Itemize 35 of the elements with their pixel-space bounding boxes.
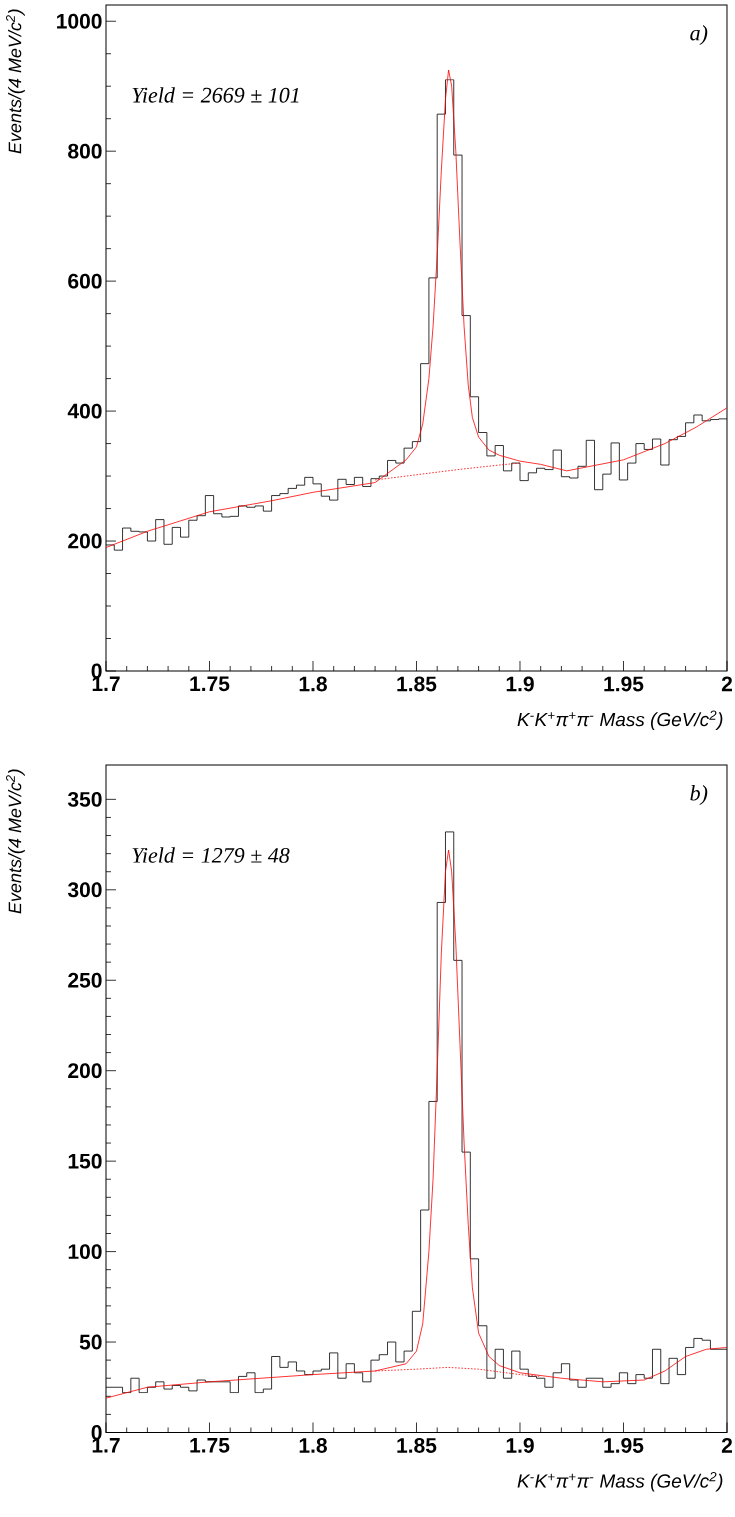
y-tick-label: 350: [67, 791, 102, 807]
x-tick-label: 1.9: [506, 676, 534, 692]
y-axis-title: Events/(4 MeV/c$^{2}$): [6, 9, 25, 154]
y-tick-label: 200: [68, 1063, 102, 1079]
text: K$^{-}$K$^{+}$π$^{+}$π$^{-}$ Mass (GeV/c$^{2}$): [517, 710, 723, 731]
y-tick-label: 250: [68, 972, 102, 988]
y-tick-label: 100: [68, 1244, 102, 1260]
x-tick-label: 1.75: [190, 676, 230, 692]
x-tick-label: 1.7: [92, 676, 120, 691]
x-tick-label: 1.8: [299, 1438, 327, 1453]
y-tick-label: 150: [68, 1153, 102, 1169]
y-tick-label: 50: [79, 1334, 102, 1350]
x-tick-label: 1.95: [604, 1438, 644, 1453]
annotation: Yield = 2669 ± 101: [132, 87, 299, 103]
annotation: a): [690, 24, 708, 45]
x-tick-label: 1.8: [299, 676, 327, 692]
text: K$^{-}$K$^{+}$π$^{+}$π$^{-}$ Mass (GeV/c$^{2}$): [517, 1472, 723, 1492]
y-tick-label: 0: [91, 663, 102, 679]
y-tick-label: 1000: [57, 13, 102, 29]
x-tick-label: 1.85: [397, 676, 437, 692]
x-tick-label: 2: [721, 676, 732, 692]
x-tick-label: 1.85: [397, 1438, 437, 1453]
y-tick-label: 400: [67, 403, 102, 419]
x-tick-label: 1.75: [190, 1438, 230, 1453]
y-axis-title: Events/(4 MeV/c$^{2}$): [6, 769, 25, 914]
x-tick-label: 1.7: [92, 1438, 120, 1453]
y-tick-label: 300: [67, 882, 102, 898]
x-tick-label: 1.95: [604, 676, 644, 692]
x-tick-label: 1.9: [506, 1438, 534, 1453]
y-tick-label: 600: [68, 273, 102, 289]
y-tick-label: 200: [68, 533, 102, 549]
x-tick-label: 2: [721, 1438, 732, 1453]
annotation: b): [690, 785, 708, 805]
y-tick-label: 800: [68, 143, 102, 159]
annotation: Yield = 1279 ± 48: [132, 847, 290, 863]
